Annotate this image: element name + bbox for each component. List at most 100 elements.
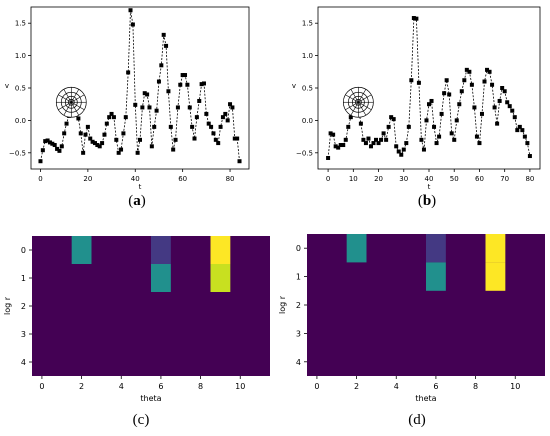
data-point <box>235 136 240 141</box>
data-point <box>57 148 62 153</box>
x-tick-label: 80 <box>226 175 235 183</box>
data-point <box>102 132 107 137</box>
data-point <box>123 115 128 120</box>
data-point <box>190 124 195 129</box>
x-tick-label: 10 <box>349 175 358 183</box>
y-tick-label: 2 <box>296 301 301 310</box>
y-tick-label: 1 <box>21 274 26 283</box>
caption-c: (c) <box>132 412 150 428</box>
data-point <box>183 73 188 78</box>
grid-spoke <box>358 101 372 111</box>
data-point <box>409 78 414 83</box>
plot-frame <box>317 6 541 170</box>
y-axis-label: v <box>5 82 9 90</box>
data-point <box>459 89 464 94</box>
data-point <box>76 116 81 121</box>
grid-spoke <box>350 102 359 116</box>
data-point <box>348 115 353 120</box>
data-point <box>472 105 477 110</box>
data-point <box>81 150 86 155</box>
data-point <box>452 137 457 142</box>
y-tick-label: 0 <box>296 244 301 253</box>
data-point <box>449 131 454 136</box>
data-point <box>209 124 214 129</box>
data-point <box>346 124 351 129</box>
data-point <box>116 150 121 155</box>
grid-spoke <box>63 102 72 116</box>
data-point <box>371 141 376 146</box>
data-point <box>59 144 64 149</box>
x-tick-label: 50 <box>450 175 459 183</box>
x-tick-label: 8 <box>198 382 203 391</box>
data-point <box>507 104 512 109</box>
data-point <box>326 155 331 160</box>
data-point <box>434 141 439 146</box>
data-point <box>416 80 421 85</box>
data-point <box>497 98 502 103</box>
data-point <box>464 67 469 72</box>
data-point <box>52 143 57 148</box>
x-tick-label: 40 <box>425 175 434 183</box>
heatmap-d: 0 2 4 6 8 10 0 1 2 3 4 theta log r <box>278 234 545 403</box>
y-tick-label: 0.5 <box>302 85 313 93</box>
data-point <box>45 138 50 143</box>
data-point <box>411 16 416 21</box>
data-point <box>424 118 429 123</box>
data-point <box>406 124 411 129</box>
grid-spoke <box>350 89 359 103</box>
data-point <box>64 121 69 126</box>
data-point <box>159 63 164 68</box>
y-tick-label: 0.0 <box>15 117 26 125</box>
data-point <box>232 136 237 141</box>
x-tick-label: 40 <box>131 175 140 183</box>
data-point <box>389 115 394 120</box>
heatmap-cell <box>346 234 367 263</box>
x-tick-label: 4 <box>394 382 399 391</box>
x-tick-label: 60 <box>475 175 484 183</box>
x-tick-label: 80 <box>525 175 534 183</box>
data-point <box>218 124 223 129</box>
data-point <box>228 102 233 107</box>
data-point <box>399 152 404 157</box>
data-point <box>492 105 497 110</box>
y-tick-label: 4 <box>21 358 26 367</box>
data-point <box>462 78 467 83</box>
grid-spoke <box>358 89 367 103</box>
data-point <box>384 137 389 142</box>
data-point <box>525 141 530 146</box>
data-point <box>85 124 90 129</box>
data-point <box>522 134 527 139</box>
x-axis-label: theta <box>140 394 161 403</box>
data-point <box>147 105 152 110</box>
y-tick-label: −0.5 <box>9 149 26 157</box>
line-chart-a: 0 20 40 60 80 −0.5 0.0 0.5 1.0 1.5 t v <box>5 6 250 191</box>
y-tick-label: 0 <box>21 246 26 255</box>
data-point <box>396 149 401 154</box>
data-point <box>490 82 495 87</box>
data-point <box>331 132 336 137</box>
x-tick-label: 8 <box>473 382 478 391</box>
x-axis-label: t <box>428 183 431 191</box>
data-point <box>429 98 434 103</box>
data-point <box>358 121 363 126</box>
data-point <box>95 143 100 148</box>
heatmap-cell <box>210 236 231 264</box>
data-point <box>336 145 341 150</box>
heatmap-cell <box>426 234 446 263</box>
data-point <box>381 131 386 136</box>
data-point <box>363 141 368 146</box>
y-tick-label: 1.0 <box>15 52 26 60</box>
data-point <box>175 105 180 110</box>
data-point <box>439 111 444 116</box>
data-point <box>414 16 419 21</box>
data-point <box>88 136 93 141</box>
data-point <box>437 134 442 139</box>
data-point <box>149 144 154 149</box>
chart-panel-b: 0 10 20 30 40 50 60 70 80 −0.5 0.0 0.5 1.0 1.5 t v (b) <box>275 0 550 218</box>
data-point <box>237 159 242 164</box>
heatmap-cell <box>151 236 171 264</box>
data-point <box>114 137 119 142</box>
data-point <box>223 111 228 116</box>
data-point <box>500 86 505 90</box>
data-point <box>109 111 114 116</box>
